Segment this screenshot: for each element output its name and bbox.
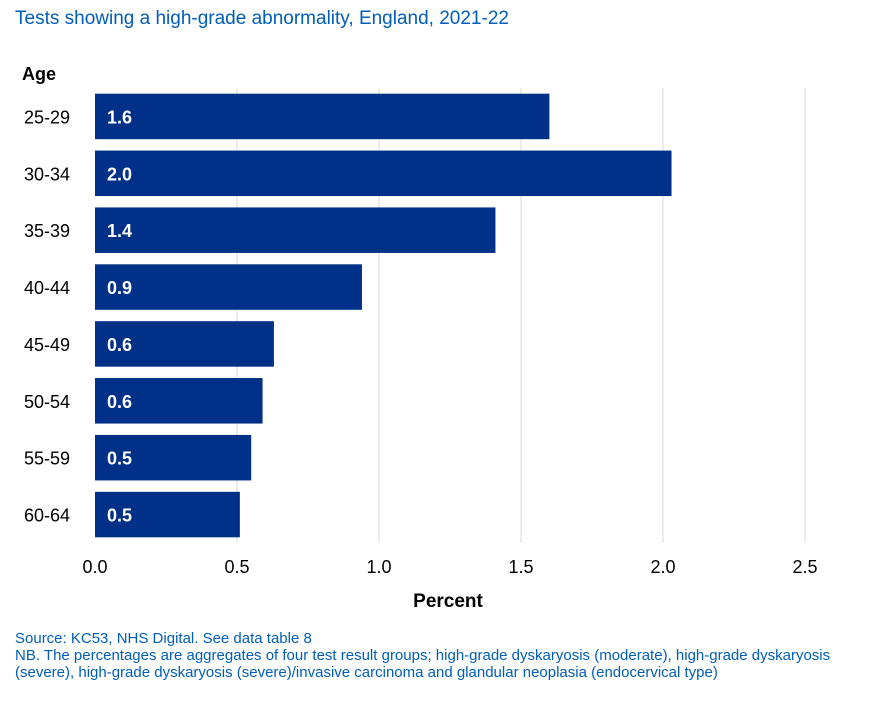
- chart-title: Tests showing a high-grade abnormality, …: [15, 8, 509, 29]
- x-axis-title: Percent: [413, 591, 483, 612]
- x-tick-label: 2.5: [792, 557, 817, 577]
- bar: [95, 150, 672, 197]
- category-label: 50-54: [24, 392, 70, 412]
- footnotes: Source: KC53, NHS Digital. See data tabl…: [15, 630, 875, 681]
- category-label: 55-59: [24, 449, 70, 469]
- bars: 1.6 2.0 1.4 0.9 0.6 0.6 0.5 0.5: [95, 93, 672, 538]
- bar: [95, 491, 240, 538]
- category-label: 30-34: [24, 164, 70, 184]
- x-tick-label: 0.0: [82, 557, 107, 577]
- category-labels: 25-29 30-34 35-39 40-44 45-49 50-54 55-59 60-64: [24, 107, 70, 525]
- bar-value-label: 2.0: [107, 164, 132, 184]
- category-label: 25-29: [24, 107, 70, 127]
- source-note: Source: KC53, NHS Digital. See data tabl…: [15, 630, 312, 647]
- bar-value-label: 1.4: [107, 221, 132, 241]
- bar-value-label: 0.5: [107, 506, 132, 526]
- category-label: 40-44: [24, 278, 70, 298]
- category-label: 35-39: [24, 221, 70, 241]
- bar: [95, 434, 252, 481]
- bar: [95, 207, 496, 253]
- x-tick-label: 2.0: [650, 557, 675, 577]
- category-label: 60-64: [24, 506, 70, 526]
- x-tick-label: 1.5: [508, 557, 533, 577]
- bar: [95, 321, 274, 367]
- x-tick-label: 1.0: [366, 557, 391, 577]
- bar-value-label: 0.6: [107, 392, 132, 412]
- bar-value-label: 0.9: [107, 278, 132, 298]
- bar: [95, 378, 263, 424]
- bar-value-label: 0.6: [107, 335, 132, 355]
- y-axis-title: Age: [22, 64, 56, 84]
- bar-value-label: 1.6: [107, 107, 132, 127]
- nb-note: NB. The percentages are aggregates of fo…: [15, 647, 831, 681]
- category-label: 45-49: [24, 335, 70, 355]
- x-tick-labels: 0.0 0.5 1.0 1.5 2.0 2.5: [82, 557, 817, 577]
- bar: [95, 93, 550, 140]
- x-tick-label: 0.5: [224, 557, 249, 577]
- bar-value-label: 0.5: [107, 449, 132, 469]
- bar: [95, 264, 362, 310]
